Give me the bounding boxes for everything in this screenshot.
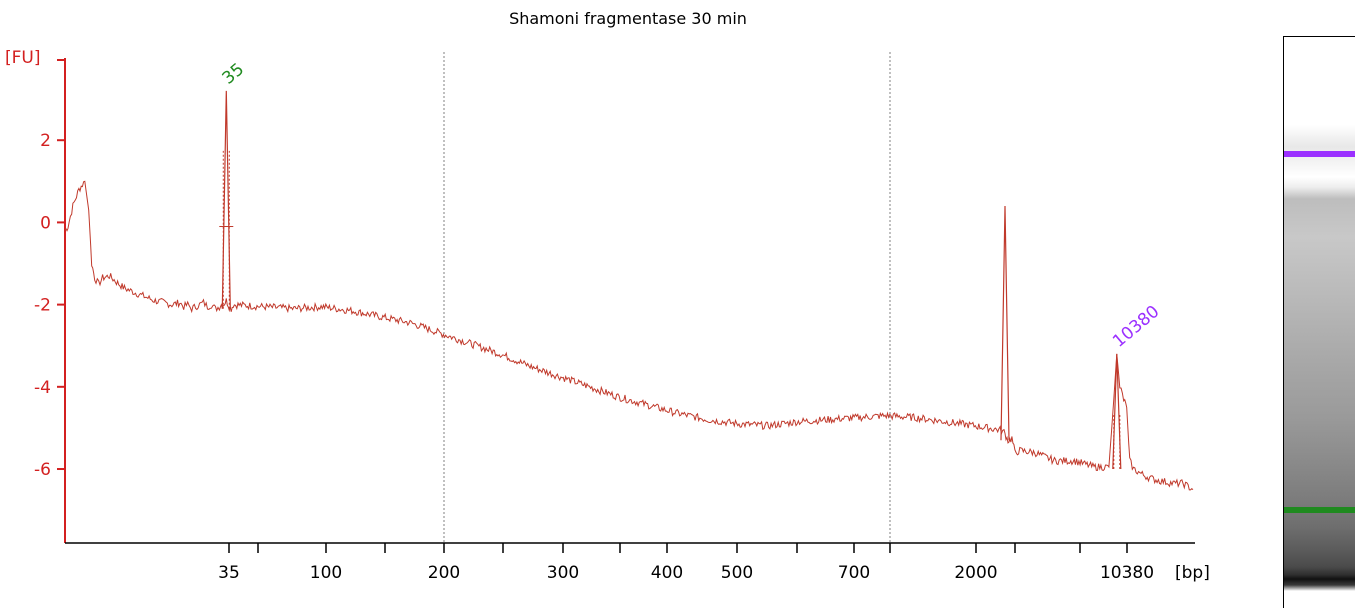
gridlines xyxy=(443,52,891,543)
x-tick-label: 35 xyxy=(218,563,240,583)
x-tick-label: 100 xyxy=(310,563,342,583)
peak-spike xyxy=(1112,353,1122,470)
y-axis-label: [FU] xyxy=(5,48,41,68)
chart-title: Shamoni fragmentase 30 min xyxy=(509,9,747,28)
peak-label: 10380 xyxy=(1109,302,1163,352)
x-tick-label: 400 xyxy=(651,563,683,583)
gel-lane xyxy=(1283,36,1355,608)
x-tick-label: 700 xyxy=(838,563,870,583)
upper-marker-band xyxy=(1284,151,1355,157)
lower-marker-band xyxy=(1284,507,1355,513)
x-tick-label: 500 xyxy=(721,563,753,583)
x-tick-label: 300 xyxy=(547,563,579,583)
x-tick-label: 10380 xyxy=(1100,563,1154,583)
y-tick-label: 0 xyxy=(40,213,51,233)
y-tick-label: 2 xyxy=(40,131,51,151)
y-tick-label: -4 xyxy=(34,378,51,398)
trace-layer xyxy=(64,180,1194,491)
x-tick-label: 200 xyxy=(428,563,460,583)
peak-labels: 35 10380 xyxy=(219,59,1163,470)
x-axis-unit-label: [bp] xyxy=(1175,563,1210,583)
x-tick-label: 2000 xyxy=(954,563,997,583)
y-tick-label: -6 xyxy=(34,460,51,480)
axes: 2 0 -2 -4 -6 35 100 200 300 400 500 700 2000 10380 xyxy=(34,58,1195,583)
y-tick-label: -2 xyxy=(34,296,51,316)
peak-spike xyxy=(1000,205,1010,441)
signal-trace xyxy=(64,180,1194,491)
peak-label: 35 xyxy=(219,59,248,88)
electropherogram-chart: Shamoni fragmentase 30 min [FU] [bp] 2 0 -… xyxy=(5,9,1210,583)
